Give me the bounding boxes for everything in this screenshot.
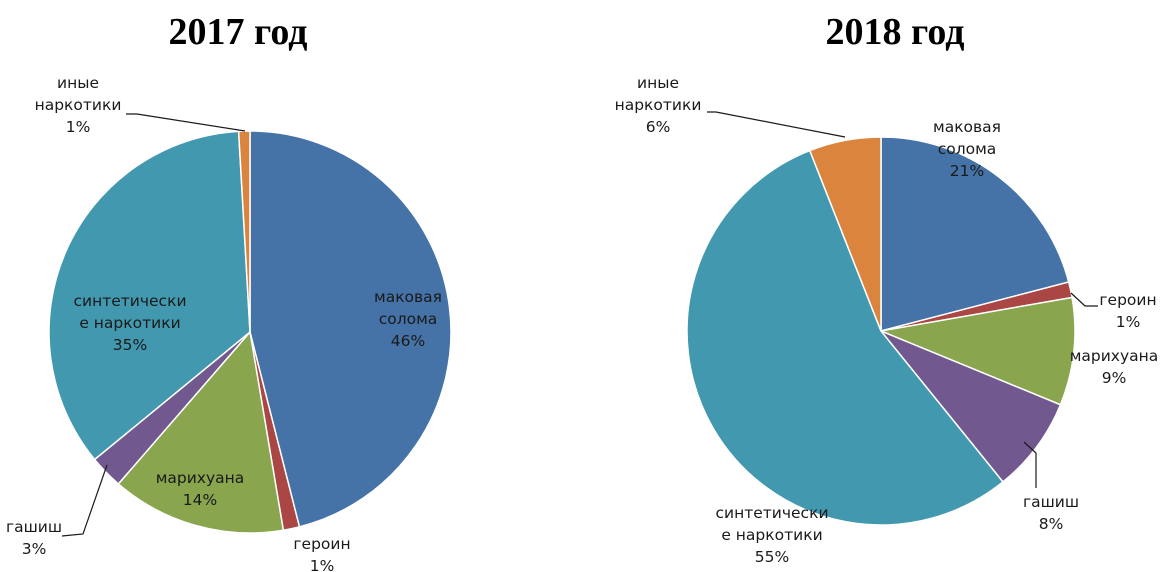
data-label-slice-2018-5: синтетически е наркотики 55% (715, 504, 828, 566)
data-label-slice-2017-3: марихуана 14% (156, 469, 245, 509)
label-percent: 21% (950, 162, 984, 180)
pie-chart-2018: 2018 год маковая солома 21% героин 1% марихуа… (615, 11, 1159, 566)
pie-slice-2017-3 (117, 330, 285, 534)
pie-chart-2017: 2017 год маковая солома 46% героин 1% марихуа… (6, 11, 452, 572)
data-label-slice-2017-4: гашиш 3% (6, 518, 62, 558)
pie-slice-2018-5 (686, 149, 1004, 526)
data-label-slice-2018-1: маковая солома 21% (933, 118, 1001, 180)
data-label-slice-2017-6: иные наркотики 1% (35, 74, 122, 136)
pie-slice-2018-4 (880, 330, 1062, 483)
label-category-line: наркотики (35, 96, 122, 114)
data-label-slice-2018-4: гашиш 8% (1023, 493, 1079, 533)
label-category-line: синтетически (73, 292, 186, 310)
label-category-line: марихуана (156, 469, 245, 487)
label-percent: 46% (391, 332, 425, 350)
data-label-slice-2018-3: марихуана 9% (1070, 347, 1159, 387)
pie-slice-2017-5 (48, 130, 251, 461)
label-percent: 1% (310, 557, 335, 572)
leader-line-slice-2018-4 (1023, 441, 1037, 488)
label-percent: 3% (22, 540, 47, 558)
pie-slice-2018-3 (878, 296, 1076, 406)
data-label-slice-2017-1: маковая солома 46% (374, 288, 442, 350)
label-category-line: гашиш (6, 518, 62, 536)
chart-title-2018: 2018 год (826, 11, 965, 53)
label-category-line: е наркотики (79, 314, 180, 332)
data-label-slice-2018-2: героин 1% (1099, 291, 1156, 331)
pie-slice-2018-6 (808, 136, 882, 332)
pie-slice-2017-1 (249, 130, 452, 528)
label-category-line: е наркотики (721, 526, 822, 544)
label-category-line: синтетически (715, 504, 828, 522)
leader-line-slice-2017-4 (61, 464, 108, 537)
label-category-line: гашиш (1023, 493, 1079, 511)
label-category-line: иные (57, 74, 99, 92)
data-label-slice-2018-6: иные наркотики 6% (615, 74, 702, 136)
pie-slice-2018-1 (880, 136, 1070, 332)
label-category-line: иные (637, 74, 679, 92)
label-percent: 6% (646, 118, 671, 136)
leader-line-slice-2018-2 (1070, 292, 1098, 307)
label-percent: 14% (183, 491, 217, 509)
chart-title-2017: 2017 год (169, 11, 308, 53)
label-category-line: наркотики (615, 96, 702, 114)
label-percent: 35% (113, 336, 147, 354)
label-category-line: героин (293, 535, 350, 553)
label-percent: 8% (1039, 515, 1064, 533)
leader-line-slice-2017-6 (126, 113, 246, 132)
label-category-line: маковая (374, 288, 442, 306)
label-category-line: солома (938, 140, 997, 158)
label-percent: 9% (1102, 369, 1127, 387)
label-category-line: марихуана (1070, 347, 1159, 365)
label-percent: 1% (1116, 313, 1141, 331)
data-label-slice-2017-5: синтетически е наркотики 35% (73, 292, 186, 354)
label-percent: 1% (66, 118, 91, 136)
leader-line-slice-2018-6 (707, 111, 846, 138)
label-category-line: героин (1099, 291, 1156, 309)
data-label-slice-2017-2: героин 1% (293, 535, 350, 572)
label-percent: 55% (755, 548, 789, 566)
label-category-line: солома (379, 310, 438, 328)
label-category-line: маковая (933, 118, 1001, 136)
